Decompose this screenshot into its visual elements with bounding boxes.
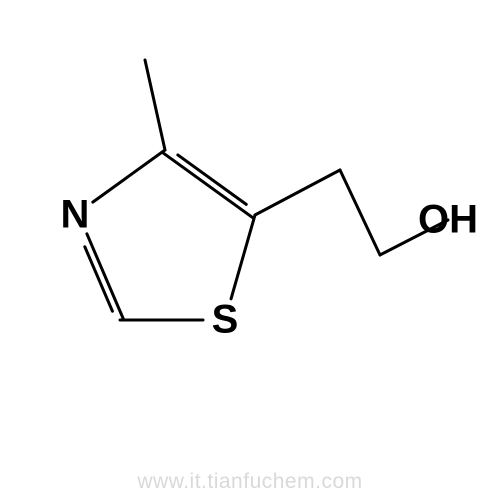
atom-label-oh: OH	[418, 198, 478, 243]
molecule-diagram	[0, 0, 500, 500]
watermark-text: www.it.tianfuchem.com	[137, 470, 362, 494]
atom-label-n: N	[61, 193, 90, 238]
atom-label-s: S	[212, 298, 239, 343]
